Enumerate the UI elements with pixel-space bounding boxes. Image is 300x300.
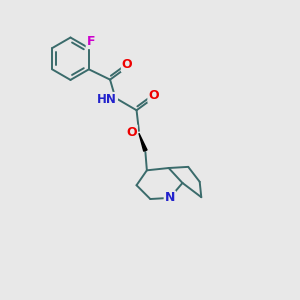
Text: HN: HN: [97, 93, 117, 106]
Text: O: O: [148, 89, 159, 102]
Text: N: N: [165, 191, 175, 204]
Text: O: O: [122, 58, 133, 71]
Text: F: F: [87, 35, 95, 48]
Text: O: O: [126, 125, 137, 139]
Polygon shape: [139, 133, 147, 151]
